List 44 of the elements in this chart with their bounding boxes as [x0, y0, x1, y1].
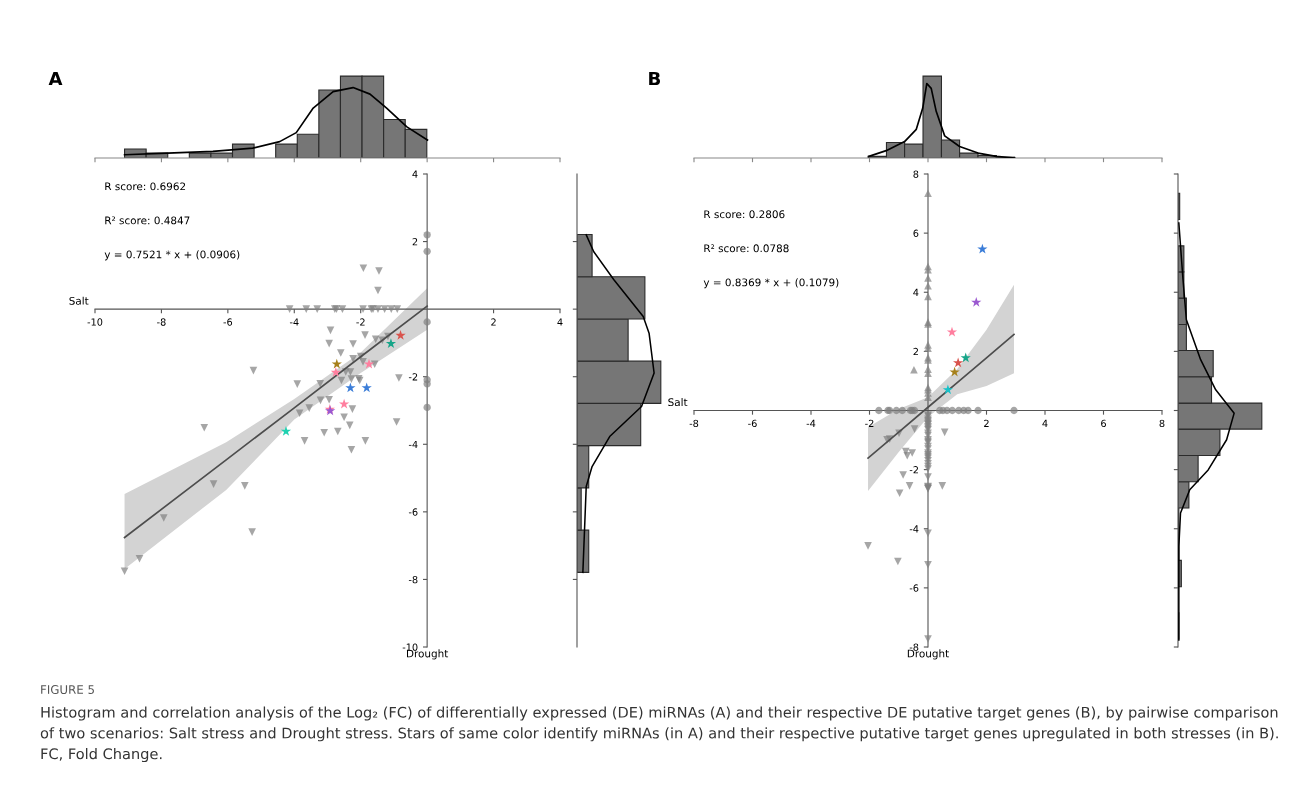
- y-tick-label: 6: [913, 229, 919, 237]
- annotation: R² score: 0.4847: [105, 216, 190, 225]
- x-tick-label: -8: [689, 419, 699, 428]
- y-axis-title: Salt: [69, 296, 89, 305]
- y-tick-label: -6: [408, 508, 418, 516]
- x-axis-title: Drought: [907, 649, 949, 660]
- x-tick-label: 2: [984, 419, 989, 427]
- y-tick-label: -2: [408, 373, 418, 381]
- y-tick-label: -8: [909, 643, 919, 651]
- x-tick-label: -6: [748, 419, 757, 428]
- annotation: R score: 0.6962: [105, 182, 186, 191]
- x-tick-label: 2: [491, 318, 496, 326]
- chart-title: B: [649, 71, 661, 86]
- y-axis-title: Salt: [668, 398, 688, 407]
- y-tick-label: 4: [412, 170, 418, 178]
- annotation: R score: 0.2806: [704, 210, 785, 219]
- chart-title: A: [48, 71, 63, 86]
- caption: FIGURE 5: [41, 685, 94, 694]
- y-tick-label: 8: [913, 170, 919, 178]
- x-tick-label: -10: [87, 318, 103, 326]
- x-tick-label: -8: [157, 318, 166, 326]
- x-tick-label: -2: [865, 419, 874, 427]
- x-tick-label: -4: [289, 318, 299, 326]
- annotation: R² score: 0.0788: [704, 244, 789, 253]
- annotation: y = 0.8369 * x + (0.1079): [703, 278, 839, 289]
- y-tick-label: 4: [913, 288, 919, 296]
- x-tick-label: -4: [806, 419, 816, 427]
- y-tick-label: -6: [909, 584, 919, 592]
- x-axis-title: Drought: [406, 649, 449, 660]
- text: Histogram and correlation analysis of the Log₂ (FC) of differentially expressed (DE) miRNAs (A) and their respective DE putative target genes (B), by pairwise comparison of two scenarios: Salt stress and Drought stress. Stars of same color identify miRNAs (in A) and their respective putative target genes upregulated in both stresses (in B). FC, Fold Change.: [40, 706, 1278, 763]
- x-tick-label: -2: [356, 318, 365, 326]
- x-tick-label: 8: [1159, 419, 1165, 428]
- y-tick-label: -4: [408, 440, 418, 448]
- x-tick-label: 4: [1042, 419, 1048, 427]
- x-tick-label: -6: [223, 318, 233, 326]
- annotation: y = 0.7521 * x + (0.0906): [104, 250, 240, 261]
- y-tick-label: 2: [412, 238, 418, 246]
- y-tick-label: -2: [909, 466, 918, 474]
- y-tick-label: -8: [408, 575, 418, 584]
- x-tick-label: 6: [1101, 419, 1106, 428]
- y-tick-label: -10: [402, 643, 418, 651]
- x-tick-label: 4: [557, 318, 563, 326]
- y-tick-label: 2: [913, 347, 918, 356]
- y-tick-label: -4: [909, 525, 919, 533]
